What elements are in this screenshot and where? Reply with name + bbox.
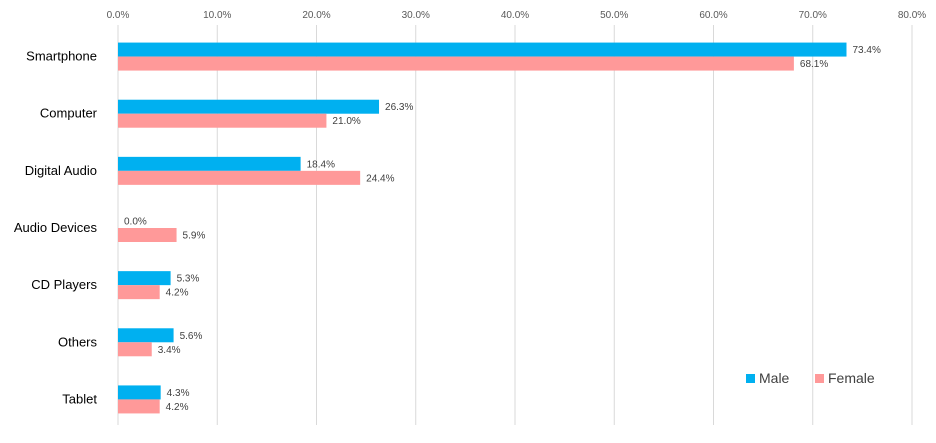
bar-male [118,328,174,343]
legend-swatch-male [746,374,755,383]
legend: Male Female [746,370,875,386]
category-labels: Smartphone Computer Digital Audio Audio Dev… [14,49,98,407]
grid-layer [117,25,913,425]
bar-female [118,342,152,357]
bar-male [118,385,161,400]
category-label: Audio Devices [14,220,98,235]
x-tick-label: 20.0% [302,10,330,21]
bar-male [118,99,380,114]
x-tick-label: 0.0% [107,10,130,21]
x-axis-ticks: 0.0% 10.0% 20.0% 30.0% 40.0% 50.0% 60.0% 70.0% 8… [107,10,927,21]
data-label-female: 21.0% [332,116,360,127]
data-label-female: 68.1% [800,59,828,70]
data-label-female: 4.2% [166,288,189,299]
category-label: Others [58,334,98,349]
category-label: Tablet [62,391,97,406]
data-label-male: 18.4% [307,159,335,170]
bar-female [118,56,794,71]
bar-female [118,399,160,414]
bars [118,42,847,414]
data-label-female: 4.2% [166,402,189,413]
data-label-male: 26.3% [385,102,413,113]
legend-swatch-female [815,374,824,383]
data-label-male: 73.4% [852,45,880,56]
category-label: Smartphone [26,49,97,64]
category-label: CD Players [31,277,97,292]
category-label: Digital Audio [25,163,97,178]
data-label-male: 5.3% [177,274,200,285]
data-label-male: 0.0% [124,217,147,228]
legend-label-female: Female [828,370,875,386]
x-tick-label: 30.0% [402,10,430,21]
bar-male [118,271,171,286]
x-tick-label: 40.0% [501,10,529,21]
bar-female [118,285,160,300]
category-label: Computer [40,106,98,121]
bar-male [118,42,847,57]
data-label-female: 24.4% [366,173,394,184]
data-label-female: 3.4% [158,345,181,356]
x-tick-label: 80.0% [898,10,926,21]
x-tick-label: 50.0% [600,10,628,21]
bar-male [118,156,301,171]
bar-female [118,170,361,185]
legend-label-male: Male [759,370,790,386]
data-label-male: 4.3% [167,388,190,399]
x-tick-label: 10.0% [203,10,231,21]
data-label-female: 5.9% [183,231,206,242]
x-tick-label: 60.0% [699,10,727,21]
data-label-male: 5.6% [180,331,203,342]
bar-female [118,228,177,242]
x-tick-label: 70.0% [799,10,827,21]
data-labels: 73.4% 68.1% 26.3% 21.0% 18.4% 24.4% 0.0% 5.9% 5.… [124,45,881,413]
bar-female [118,113,327,128]
